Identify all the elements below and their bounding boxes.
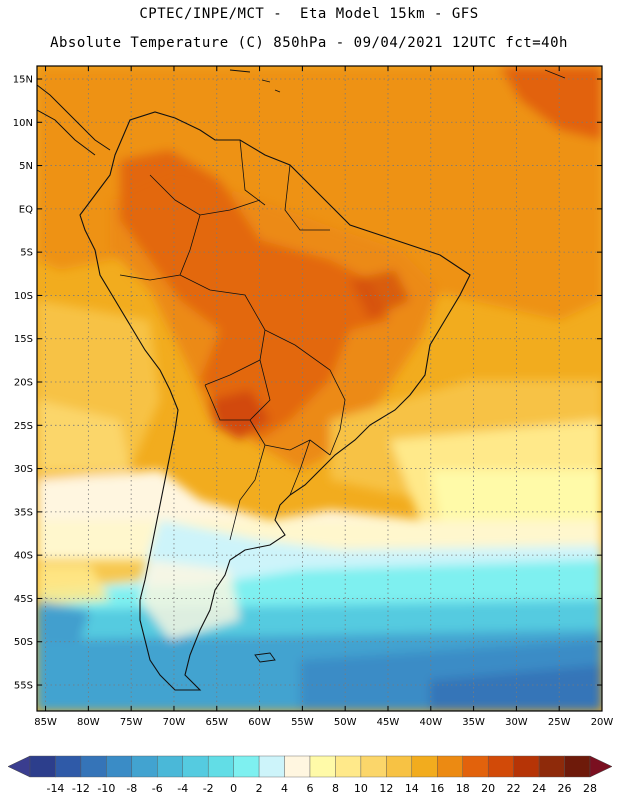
colorbar-label: -8 xyxy=(126,782,137,795)
colorbar-label: -10 xyxy=(97,782,115,795)
lon-label: 30W xyxy=(505,717,528,728)
field-22C-land xyxy=(120,150,390,440)
colorbar-swatch xyxy=(55,755,82,778)
colorbar-label: 4 xyxy=(281,782,288,795)
title-line-2: Absolute Temperature (C) 850hPa - 09/04/… xyxy=(50,35,568,51)
colorbar-label: 10 xyxy=(354,782,368,795)
colorbar-label: 28 xyxy=(583,782,597,795)
lon-label: 65W xyxy=(205,717,228,728)
colorbar-label: -2 xyxy=(203,782,214,795)
colorbar-swatch xyxy=(106,755,133,778)
field-22C-ne xyxy=(500,66,602,140)
colorbar-label: 8 xyxy=(332,782,339,795)
lat-label: 15N xyxy=(13,74,33,85)
colorbar: -14 -12 -10 -8 -6 -4 -2 0 2 4 6 8 10 12 14 16 18 20 22 24 26… xyxy=(7,755,613,795)
field-patagonia xyxy=(140,560,240,640)
lon-label: 75W xyxy=(120,717,143,728)
colorbar-swatch xyxy=(157,755,183,778)
lon-label: 55W xyxy=(291,717,314,728)
lon-label: 40W xyxy=(419,717,442,728)
colorbar-swatch xyxy=(233,755,260,778)
colorbar-swatch xyxy=(487,755,514,778)
colorbar-swatch xyxy=(29,755,56,778)
field-24C-ne-brazil xyxy=(350,270,410,320)
colorbar-label: -4 xyxy=(177,782,188,795)
lat-label: 25S xyxy=(14,421,33,432)
lat-label: 5S xyxy=(20,248,33,259)
falkland-islands xyxy=(254,652,276,663)
lat-label: 40S xyxy=(14,551,33,562)
colorbar-swatch xyxy=(309,755,336,778)
lon-label: 80W xyxy=(77,717,100,728)
colorbar-swatch xyxy=(462,755,489,778)
lat-label: 35S xyxy=(14,507,33,518)
lat-label: 55S xyxy=(14,681,33,692)
colorbar-low-arrow xyxy=(7,755,31,778)
colorbar-swatch xyxy=(80,755,107,778)
colorbar-label: 20 xyxy=(481,782,495,795)
colorbar-label: 0 xyxy=(230,782,237,795)
colorbar-swatch xyxy=(411,755,438,778)
lat-label: EQ xyxy=(19,204,33,215)
colorbar-swatch xyxy=(335,755,362,778)
lat-label: 10N xyxy=(13,118,33,129)
colorbar-swatch xyxy=(386,755,413,778)
colorbar-label: 22 xyxy=(507,782,521,795)
lon-label: 60W xyxy=(248,717,271,728)
colorbar-swatch xyxy=(131,755,158,778)
field-20C-north xyxy=(37,66,602,320)
colorbar-swatch xyxy=(564,755,591,778)
south-america-coastline xyxy=(79,111,471,691)
lat-label: 30S xyxy=(14,464,33,475)
colorbar-label: 2 xyxy=(256,782,263,795)
colorbar-label: -12 xyxy=(72,782,90,795)
lon-label: 45W xyxy=(377,717,400,728)
title-line-1: CPTEC/INPE/MCT - Eta Model 15km - GFS xyxy=(139,6,479,22)
lon-label: 35W xyxy=(462,717,485,728)
colorbar-swatch xyxy=(258,755,285,778)
axis-ticks: 15N 10N 5N EQ 5S 10S 15S 20S 25S 30S 35S 40S 45S 50S 5… xyxy=(13,66,614,728)
colorbar-label: -6 xyxy=(152,782,163,795)
map-frame xyxy=(36,65,603,712)
colorbar-label: 18 xyxy=(456,782,470,795)
lat-label: 45S xyxy=(14,594,33,605)
central-america-coastline xyxy=(37,84,111,156)
lat-label: 15S xyxy=(14,334,33,345)
lat-label: 50S xyxy=(14,637,33,648)
colorbar-label: 12 xyxy=(379,782,393,795)
caribbean-islands xyxy=(229,69,566,93)
country-borders xyxy=(119,139,346,541)
colorbar-high-arrow xyxy=(589,755,613,778)
lon-label: 70W xyxy=(163,717,186,728)
colorbar-swatch xyxy=(513,755,540,778)
colorbar-swatch xyxy=(207,755,234,778)
colorbar-label: 24 xyxy=(532,782,546,795)
colorbar-label: 16 xyxy=(430,782,444,795)
lon-label: 50W xyxy=(334,717,357,728)
lat-label: 20S xyxy=(14,378,33,389)
lat-label: 5N xyxy=(19,161,33,172)
colorbar-label: 14 xyxy=(405,782,419,795)
lon-label: 25W xyxy=(548,717,571,728)
field-14C-sw xyxy=(37,400,130,470)
temperature-field xyxy=(37,66,602,711)
colorbar-label: -14 xyxy=(46,782,64,795)
lat-label: 10S xyxy=(14,291,33,302)
colorbar-label: 6 xyxy=(307,782,314,795)
field-24C-chaco xyxy=(210,390,270,440)
lon-label: 85W xyxy=(34,717,57,728)
colorbar-swatch xyxy=(360,755,387,778)
colorbar-swatch xyxy=(437,755,463,778)
colorbar-swatch xyxy=(284,755,311,778)
colorbar-swatch xyxy=(182,755,209,778)
lon-label: 20W xyxy=(591,717,614,728)
colorbar-swatch xyxy=(538,755,565,778)
colorbar-label: 26 xyxy=(558,782,572,795)
